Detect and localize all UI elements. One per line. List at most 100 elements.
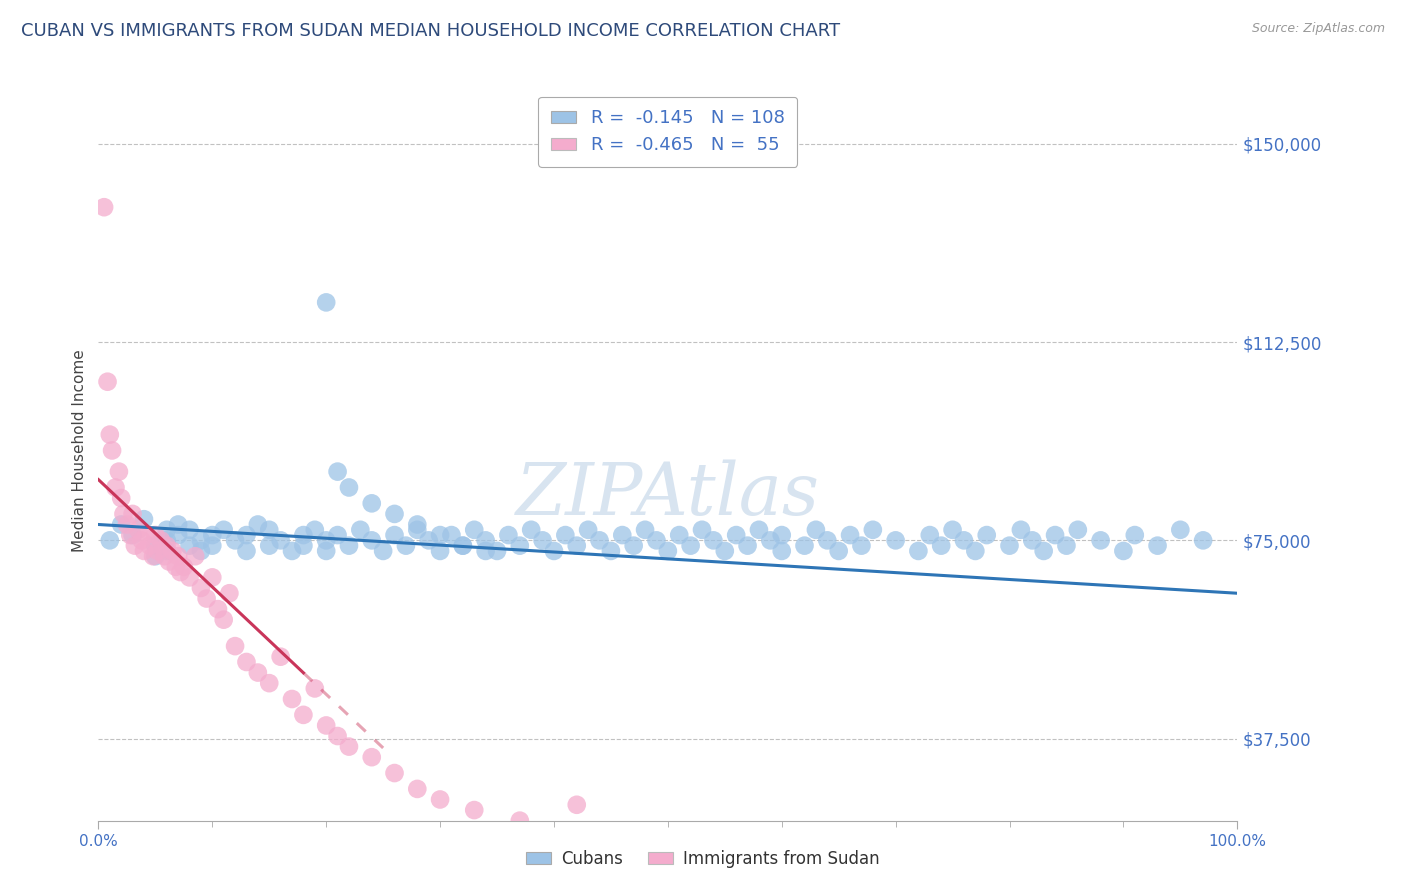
Text: ZIPAtlas: ZIPAtlas — [516, 459, 820, 530]
Point — [509, 539, 531, 553]
Point — [235, 655, 257, 669]
Point — [108, 465, 131, 479]
Point — [406, 523, 429, 537]
Point — [145, 528, 167, 542]
Point — [121, 507, 143, 521]
Point — [292, 528, 315, 542]
Point — [315, 295, 337, 310]
Point — [132, 544, 155, 558]
Point — [190, 544, 212, 558]
Point — [953, 533, 976, 548]
Y-axis label: Median Household Income: Median Household Income — [72, 349, 87, 552]
Point — [451, 539, 474, 553]
Point — [315, 544, 337, 558]
Point — [793, 539, 815, 553]
Point — [98, 427, 121, 442]
Point — [281, 692, 304, 706]
Point — [167, 528, 190, 542]
Point — [201, 539, 224, 553]
Point — [1146, 539, 1168, 553]
Point — [498, 528, 520, 542]
Point — [138, 539, 160, 553]
Point — [907, 544, 929, 558]
Point — [884, 533, 907, 548]
Point — [124, 539, 146, 553]
Point — [259, 676, 281, 690]
Point — [634, 523, 657, 537]
Point — [326, 528, 349, 542]
Point — [714, 544, 737, 558]
Point — [120, 528, 142, 542]
Point — [690, 523, 713, 537]
Point — [173, 559, 195, 574]
Point — [135, 528, 157, 542]
Point — [162, 544, 184, 558]
Point — [235, 544, 257, 558]
Point — [851, 539, 873, 553]
Point — [337, 739, 360, 754]
Point — [612, 528, 634, 542]
Point — [212, 613, 235, 627]
Point — [770, 528, 793, 542]
Point — [153, 549, 176, 564]
Point — [1010, 523, 1032, 537]
Point — [486, 544, 509, 558]
Point — [360, 533, 382, 548]
Point — [576, 523, 599, 537]
Point — [145, 549, 167, 564]
Point — [565, 797, 588, 812]
Point — [1067, 523, 1090, 537]
Point — [281, 544, 304, 558]
Point — [645, 533, 668, 548]
Point — [246, 517, 269, 532]
Point — [759, 533, 782, 548]
Point — [326, 729, 349, 743]
Point — [976, 528, 998, 542]
Point — [531, 533, 554, 548]
Point — [115, 517, 138, 532]
Point — [292, 707, 315, 722]
Point — [440, 528, 463, 542]
Point — [588, 533, 610, 548]
Point — [179, 523, 201, 537]
Point — [543, 544, 565, 558]
Point — [679, 539, 702, 553]
Point — [520, 523, 543, 537]
Point — [142, 549, 165, 564]
Point — [349, 523, 371, 537]
Point — [156, 539, 179, 553]
Point — [384, 766, 406, 780]
Point — [195, 591, 218, 606]
Point — [207, 602, 229, 616]
Point — [429, 544, 451, 558]
Point — [554, 528, 576, 542]
Point — [862, 523, 884, 537]
Point — [167, 517, 190, 532]
Point — [304, 523, 326, 537]
Point — [839, 528, 862, 542]
Legend: R =  -0.145   N = 108, R =  -0.465   N =  55: R = -0.145 N = 108, R = -0.465 N = 55 — [538, 96, 797, 167]
Point — [145, 539, 167, 553]
Point — [770, 544, 793, 558]
Point — [110, 491, 132, 505]
Point — [98, 533, 121, 548]
Point — [179, 539, 201, 553]
Point — [201, 528, 224, 542]
Point — [623, 539, 645, 553]
Point — [104, 481, 127, 495]
Point — [179, 570, 201, 584]
Point — [165, 559, 187, 574]
Point — [918, 528, 941, 542]
Point — [384, 507, 406, 521]
Point — [146, 544, 169, 558]
Point — [1032, 544, 1054, 558]
Point — [127, 523, 149, 537]
Point — [156, 523, 179, 537]
Point — [965, 544, 987, 558]
Point — [600, 544, 623, 558]
Point — [224, 639, 246, 653]
Point — [360, 750, 382, 764]
Point — [418, 533, 440, 548]
Point — [1090, 533, 1112, 548]
Point — [804, 523, 827, 537]
